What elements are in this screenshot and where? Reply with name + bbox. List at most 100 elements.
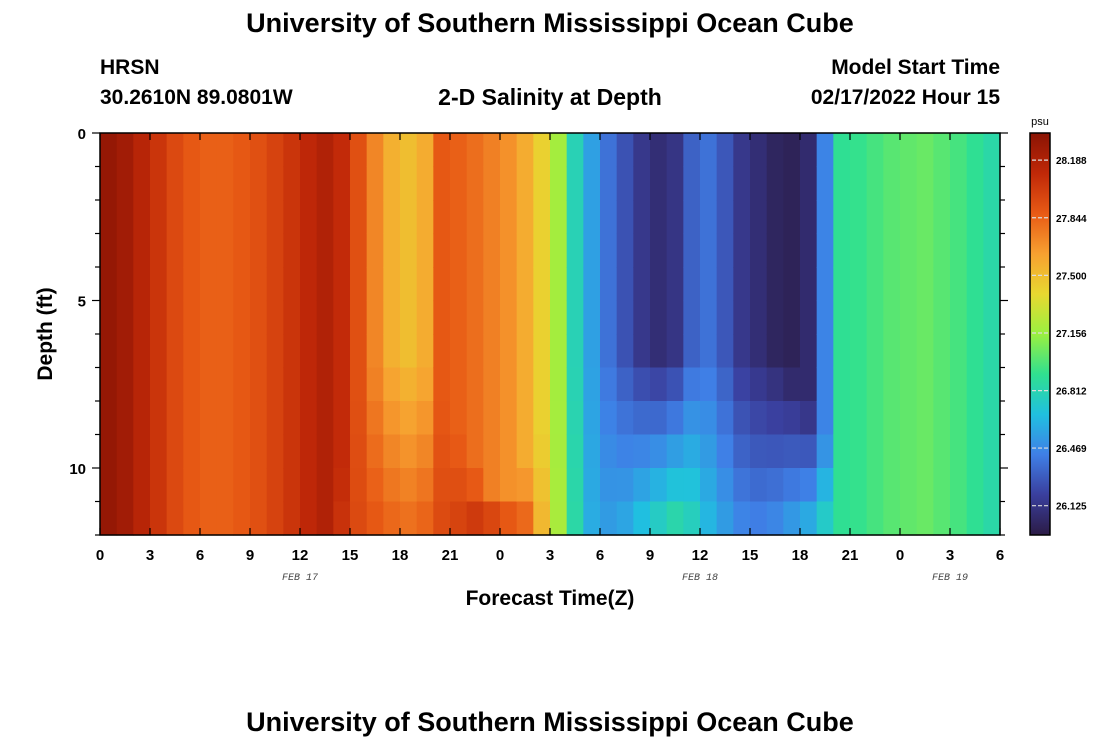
heatmap-cell [316,334,334,369]
heatmap-cell [750,434,768,469]
heatmap-cell [416,468,434,503]
heatmap-cell [583,200,601,235]
heatmap-cell [950,468,968,503]
heatmap-cell [450,501,468,536]
heatmap-cell [400,267,418,302]
heatmap-cell [183,401,201,436]
heatmap-cell [233,300,251,335]
y-tick-label: 10 [69,461,86,478]
heatmap-cell [716,334,734,369]
heatmap-cell [833,468,851,503]
heatmap-cell [416,267,434,302]
heatmap-cell [250,501,268,536]
heatmap-cell [133,401,151,436]
heatmap-cell [850,367,868,402]
heatmap-cell [316,468,334,503]
heatmap-cell [233,166,251,201]
heatmap-cell [716,401,734,436]
heatmap-cell [866,233,884,268]
heatmap-cell [816,133,834,168]
heatmap-cell [800,501,818,536]
heatmap-cell [650,300,668,335]
heatmap-cell [950,200,968,235]
heatmap-cell [350,401,368,436]
heatmap-cell [250,300,268,335]
heatmap-cell [216,367,234,402]
heatmap-cell [216,133,234,168]
heatmap-cell [766,133,784,168]
heatmap-cell [716,367,734,402]
heatmap-cell [916,468,934,503]
heatmap-cell [616,300,634,335]
heatmap-cell [183,133,201,168]
heatmap-cell [700,200,718,235]
heatmap-cell [333,501,351,536]
heatmap-cell [983,233,1001,268]
heatmap-cell [766,267,784,302]
heatmap-cell [650,233,668,268]
heatmap-cell [883,401,901,436]
heatmap-cell [400,501,418,536]
heatmap-cell [616,233,634,268]
heatmap-cell [150,468,168,503]
heatmap-cell [216,468,234,503]
heatmap-cell [350,501,368,536]
heatmap-cell [866,267,884,302]
heatmap-cell [533,267,551,302]
heatmap-cell [316,267,334,302]
heatmap-cell [383,300,401,335]
heatmap-cell [233,401,251,436]
heatmap-cell [533,401,551,436]
heatmap-cell [266,401,284,436]
heatmap-cell [266,233,284,268]
heatmap-cell [950,233,968,268]
heatmap-cell [533,200,551,235]
heatmap-cell [116,233,134,268]
colorbar-tick-label: 27.156 [1056,329,1087,340]
heatmap-cell [683,267,701,302]
x-tick-label: 15 [342,547,359,564]
heatmap-cell [683,434,701,469]
heatmap-cell [933,233,951,268]
heatmap-cell [966,434,984,469]
heatmap-cell [933,501,951,536]
heatmap-cell [483,468,501,503]
heatmap-cell [733,334,751,369]
heatmap-cell [516,200,534,235]
footer-title: University of Southern Mississippi Ocean… [246,707,854,737]
heatmap-cell [650,334,668,369]
heatmap-cell [516,367,534,402]
heatmap-cell [366,267,384,302]
heatmap-cell [400,468,418,503]
heatmap-cell [216,300,234,335]
heatmap-cell [766,334,784,369]
heatmap-cell [683,200,701,235]
heatmap-cell [450,434,468,469]
heatmap-cell [400,334,418,369]
heatmap-cell [533,468,551,503]
heatmap-cell [700,468,718,503]
heatmap-cell [300,267,318,302]
heatmap-cell [583,300,601,335]
heatmap-cell [516,501,534,536]
heatmap-cell [783,267,801,302]
heatmap-cell [216,267,234,302]
heatmap-cell [650,468,668,503]
heatmap-cell [850,334,868,369]
heatmap-cell [933,300,951,335]
heatmap-cell [583,133,601,168]
heatmap-cell [683,300,701,335]
heatmap-cell [550,367,568,402]
y-tick-label: 0 [78,126,86,143]
heatmap-cell [383,200,401,235]
heatmap-cell [950,133,968,168]
heatmap-cell [566,401,584,436]
heatmap-cell [383,267,401,302]
heatmap-cell [116,367,134,402]
heatmap-cell [316,166,334,201]
heatmap-cell [516,233,534,268]
heatmap-cell [416,233,434,268]
heatmap-cell [450,133,468,168]
heatmap-cell [766,166,784,201]
